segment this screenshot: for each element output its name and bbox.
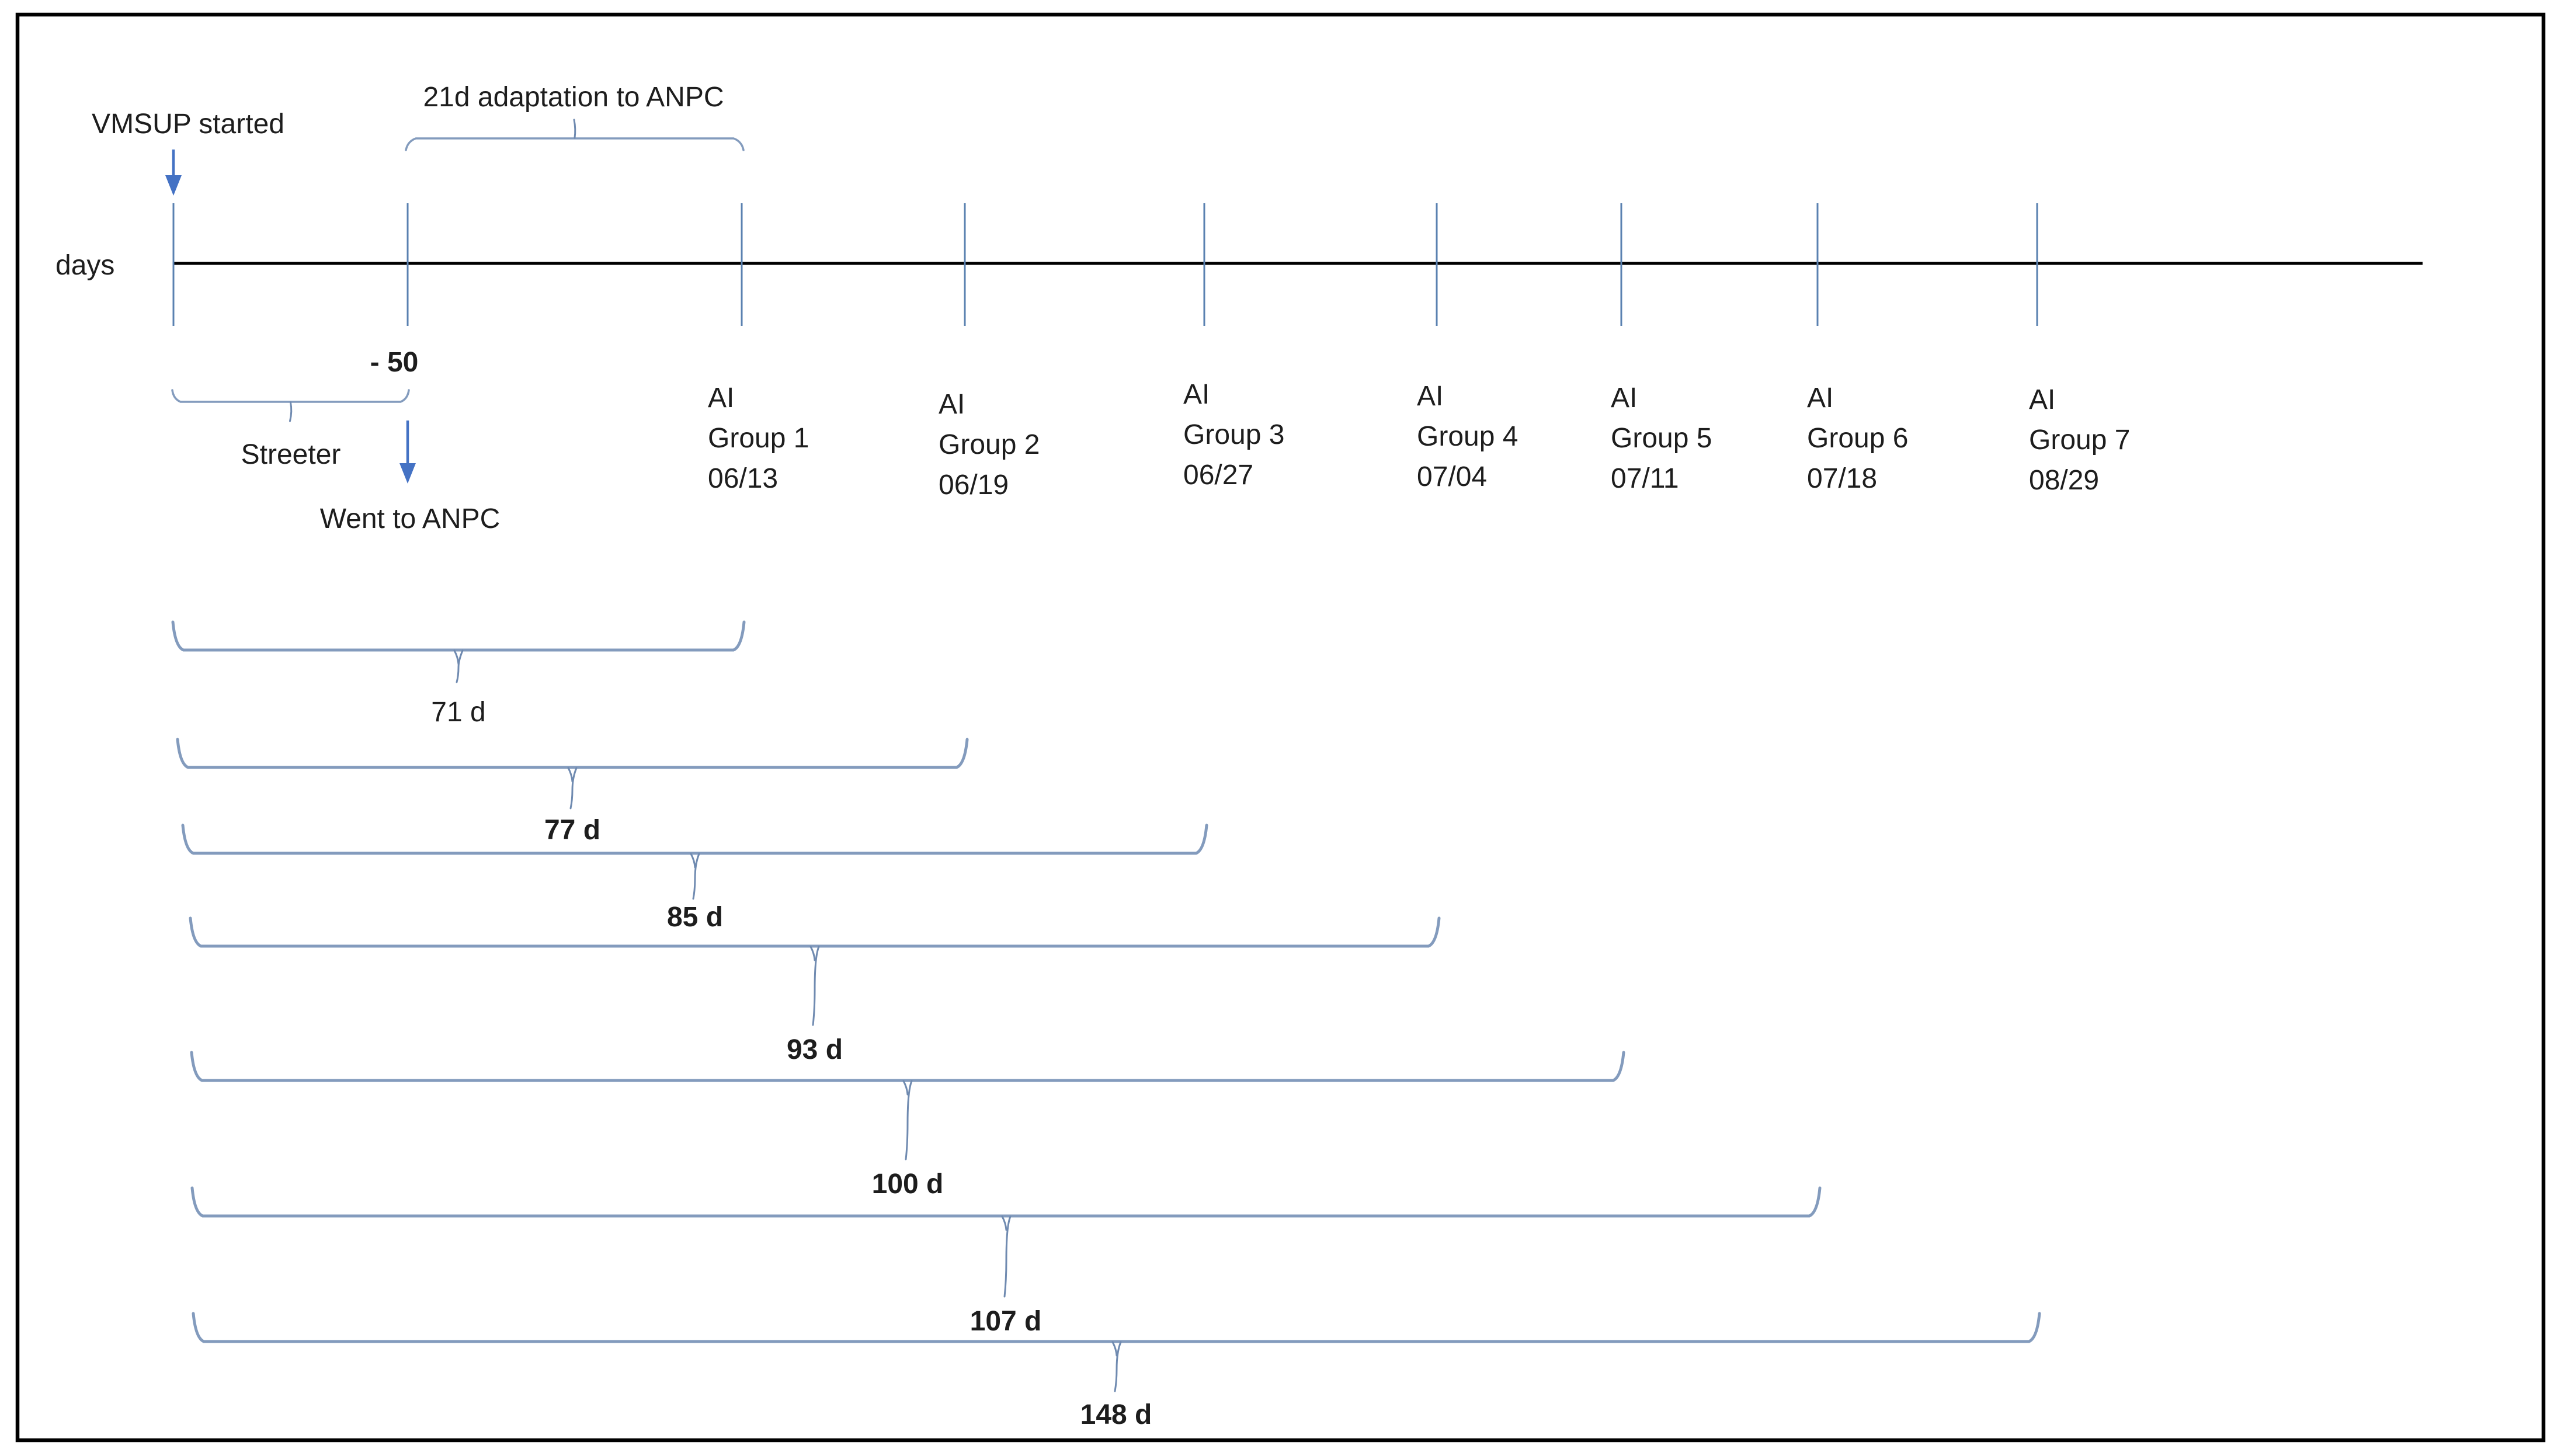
ai-group-number-line: Group 4: [1417, 421, 1518, 452]
diagram-border: [15, 12, 2546, 1443]
adaptation-brace-tail: [573, 119, 576, 139]
ai-group-name-line: AI: [1611, 383, 1638, 413]
duration-brace-tail: [692, 853, 700, 900]
streeter-label: Streeter: [241, 439, 341, 470]
axis-label: days: [55, 250, 115, 281]
duration-brace-tail: [1114, 1341, 1122, 1392]
ai-group-number-line: Group 6: [1807, 423, 1909, 454]
duration-brace: [190, 1186, 1822, 1218]
ai-group-block: AI Group 7 08/29: [2029, 380, 2130, 501]
ai-group-name-line: AI: [1183, 379, 1210, 410]
vmsup-down-arrow-head: [165, 175, 182, 196]
streeter-brace-tail: [289, 401, 293, 422]
ai-group-name-line: AI: [1807, 383, 1834, 413]
ai-group-name-line: AI: [708, 383, 735, 413]
ai-group-date: 06/13: [708, 463, 779, 494]
duration-brace: [190, 1051, 1625, 1082]
duration-brace-tail-stub: [809, 946, 816, 961]
adaptation-brace-label: 21d adaptation to ANPC: [423, 82, 724, 113]
duration-label: 93 d: [786, 1034, 843, 1065]
duration-brace: [192, 1312, 2041, 1343]
duration-brace-tail-stub: [1001, 1215, 1007, 1231]
ai-group-date: 08/29: [2029, 465, 2100, 496]
duration-label: 71 d: [431, 697, 486, 728]
duration-brace: [189, 916, 1441, 948]
ai-group-block: AI Group 1 06/13: [708, 378, 809, 499]
duration-brace: [171, 620, 746, 652]
duration-brace: [176, 738, 969, 769]
duration-label: 148 d: [1080, 1399, 1152, 1430]
duration-brace: [181, 823, 1208, 855]
ai-group-date: 06/27: [1183, 460, 1254, 491]
ai-group-block: AI Group 4 07/04: [1417, 376, 1518, 497]
ai-group-name-line: AI: [939, 389, 965, 420]
duration-label: 85 d: [666, 902, 724, 933]
ai-group-block: AI Group 5 07/11: [1611, 378, 1712, 499]
duration-brace-tail: [812, 946, 820, 1026]
ai-group-date: 07/04: [1417, 461, 1488, 492]
duration-brace-tail: [569, 767, 578, 809]
ai-group-block: AI Group 6 07/18: [1807, 378, 1908, 499]
duration-brace-tail-stub: [902, 1080, 909, 1096]
ai-group-number-line: Group 7: [2029, 425, 2131, 456]
anpc-down-arrow-head: [399, 463, 416, 484]
ai-group-block: AI Group 2 06/19: [939, 384, 1040, 505]
ai-group-name-line: AI: [2029, 384, 2056, 415]
duration-brace-tail: [456, 649, 464, 683]
duration-label: 100 d: [871, 1169, 944, 1200]
streeter-brace: [171, 389, 410, 403]
duration-brace-tail-stub: [1111, 1341, 1118, 1357]
duration-brace-tail-stub: [567, 767, 574, 783]
vmsup-started-label: VMSUP started: [92, 109, 284, 140]
duration-brace-tail-stub: [453, 649, 460, 665]
minus-50-label: - 50: [370, 347, 419, 378]
ai-group-date: 07/18: [1807, 463, 1878, 494]
ai-group-number-line: Group 1: [708, 423, 809, 454]
ai-group-number-line: Group 5: [1611, 423, 1712, 454]
adaptation-brace: [405, 137, 745, 151]
duration-brace-tail: [905, 1080, 913, 1160]
duration-label: 77 d: [544, 815, 601, 846]
duration-label: 107 d: [970, 1306, 1042, 1337]
ai-group-number-line: Group 2: [939, 429, 1040, 460]
ai-group-name-line: AI: [1417, 381, 1444, 412]
ai-group-number-line: Group 3: [1183, 419, 1285, 450]
duration-brace-tail: [1003, 1215, 1012, 1298]
ai-group-date: 07/11: [1611, 463, 1679, 494]
went-to-anpc-label: Went to ANPC: [319, 503, 501, 534]
ai-group-block: AI Group 3 06/27: [1183, 374, 1284, 495]
ai-group-date: 06/19: [939, 470, 1009, 501]
duration-brace-tail-stub: [690, 853, 696, 868]
